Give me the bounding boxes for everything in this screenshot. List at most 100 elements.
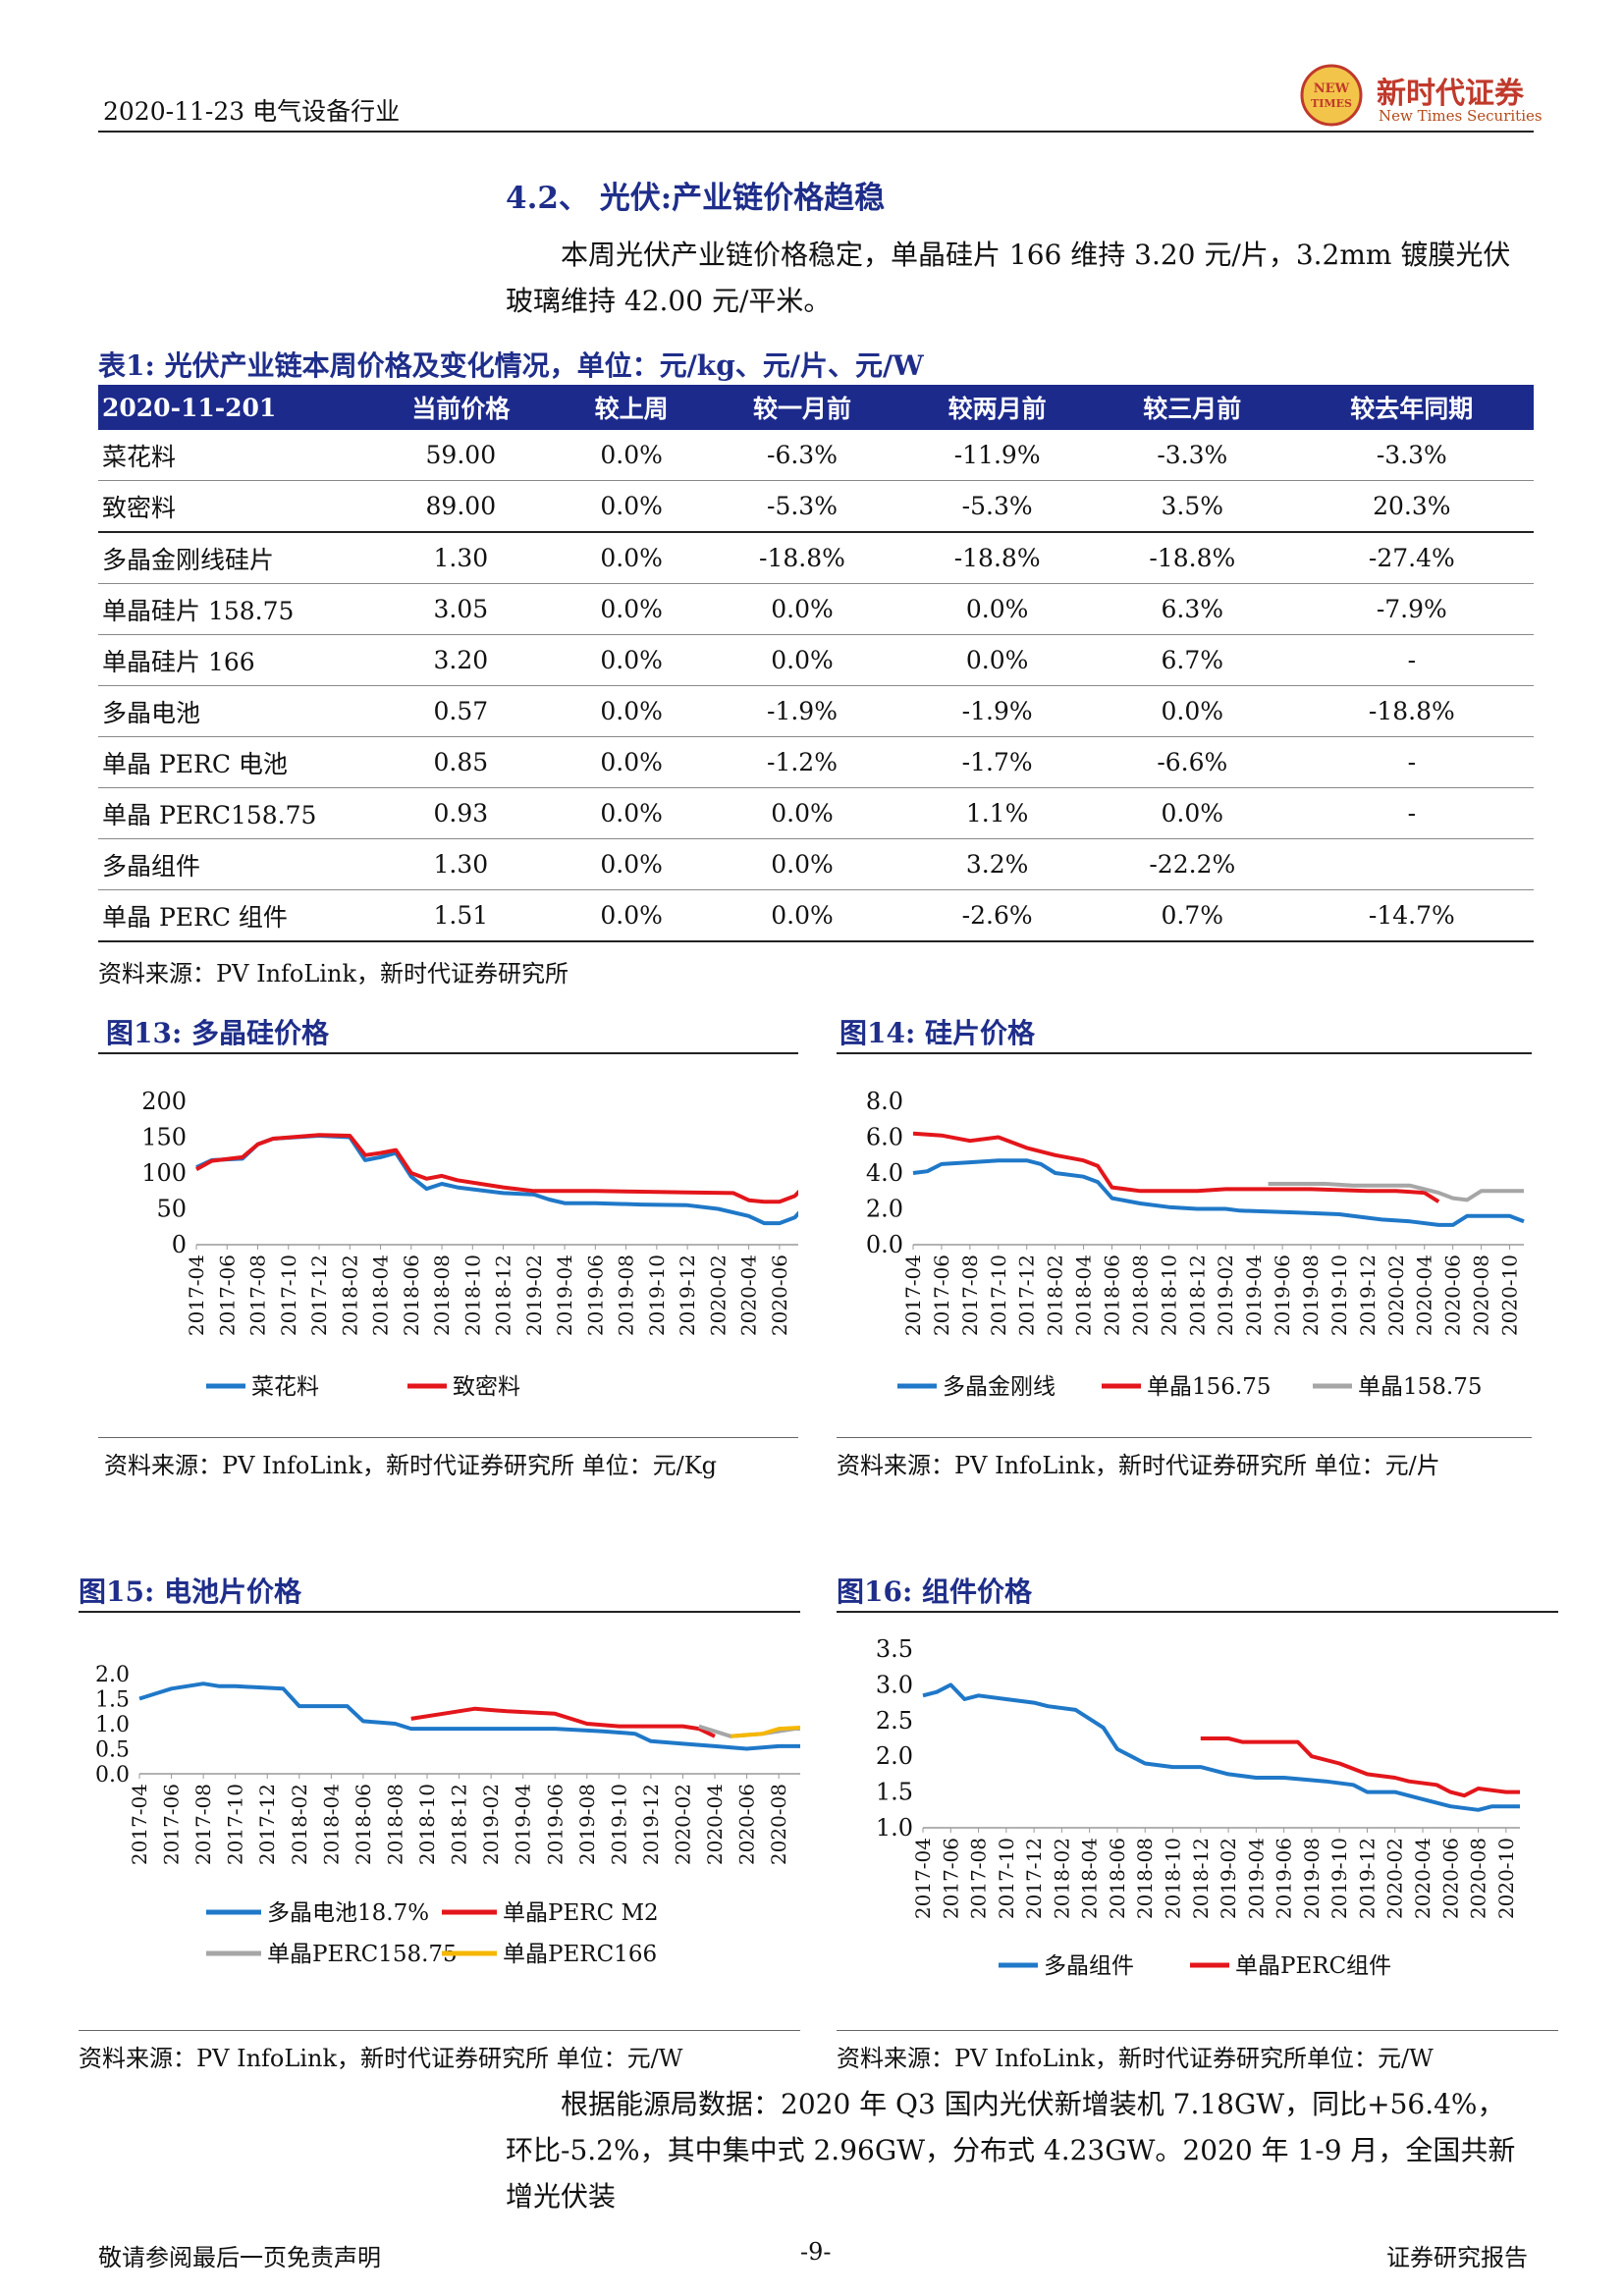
x-tick-label: 2020-08 (1470, 1255, 1493, 1336)
table-cell: 单晶 PERC 组件 (98, 889, 363, 942)
x-tick-label: 2020-02 (671, 1784, 694, 1865)
table-row: 多晶金刚线硅片 1.30 0.0% -18.8% -18.8% -18.8% -27.4% (98, 532, 1534, 584)
x-tick-label: 2018-02 (1044, 1255, 1067, 1336)
x-tick-label: 2019-08 (615, 1255, 638, 1336)
legend-label: 菜花料 (251, 1374, 319, 1400)
series-line (922, 1682, 1520, 1812)
x-tick-label: 2020-04 (1411, 1838, 1435, 1919)
x-tick-label: 2018-12 (1185, 1255, 1209, 1336)
table-cell: 0.0% (558, 532, 705, 584)
x-tick-label: 2017-04 (128, 1784, 151, 1865)
x-tick-label: 2020-10 (1494, 1838, 1518, 1919)
x-tick-label: 2018-10 (1157, 1255, 1180, 1336)
table-cell: 0.0% (558, 430, 705, 481)
figure14-source: 资料来源：PV InfoLink，新时代证券研究所 单位：元/片 (837, 1452, 1440, 1479)
x-tick-label: 2017-12 (1015, 1255, 1039, 1336)
figure15-title: 图15: 电池片价格 (79, 1575, 302, 1608)
table-source: 资料来源：PV InfoLink，新时代证券研究所 (98, 960, 568, 988)
table-cell: 0.7% (1094, 889, 1290, 942)
table-cell: 0.0% (558, 889, 705, 942)
x-tick-label: 2017-10 (277, 1255, 300, 1336)
table-header-cell: 较一月前 (704, 385, 900, 430)
x-tick-label: 2018-04 (1078, 1838, 1102, 1919)
table-cell: -1.9% (704, 685, 900, 737)
table-header-row: 2020-11-201 当前价格 较上周 较一月前 较两月前 较三月前 较去年同… (98, 385, 1534, 430)
table-cell: -27.4% (1289, 532, 1534, 584)
x-tick-label: 2019-10 (1327, 1838, 1351, 1919)
x-tick-label: 2018-08 (383, 1784, 406, 1865)
table-cell: -5.3% (704, 480, 900, 533)
table-cell: 单晶 PERC 电池 (98, 736, 363, 788)
table-row: 菜花料 59.00 0.0% -6.3% -11.9% -3.3% -3.3% (98, 430, 1534, 481)
table-cell: 1.51 (363, 889, 559, 942)
section-paragraph: 本周光伏产业链价格稳定，单晶硅片 166 维持 3.20 元/片，3.2mm 镀… (506, 239, 1511, 317)
legend-label: 单晶PERC组件 (1235, 1953, 1391, 1979)
table-cell: 1.1% (899, 787, 1095, 839)
figure13-legend: 菜花料 致密料 (206, 1374, 520, 1400)
table-cell: -18.8% (1094, 532, 1290, 584)
table-cell: 0.0% (558, 685, 705, 737)
y-tick-label: 1.5 (95, 1688, 130, 1713)
y-tick-label: 0 (172, 1231, 187, 1258)
x-tick-label: 2018-12 (1189, 1838, 1213, 1919)
x-tick-label: 2018-04 (1072, 1255, 1096, 1336)
x-tick-label: 2018-02 (288, 1784, 311, 1865)
figure14-top-rule (837, 1052, 1532, 1054)
table-row: 单晶 PERC 组件 1.51 0.0% 0.0% -2.6% 0.7% -14.7% (98, 889, 1534, 942)
y-tick-label: 1.0 (876, 1814, 913, 1842)
series-line (1268, 1182, 1524, 1202)
table-cell: 多晶组件 (98, 838, 363, 890)
table-cell: 3.5% (1094, 480, 1290, 533)
table-cell: 89.00 (363, 480, 559, 533)
table-cell: -14.7% (1289, 889, 1534, 942)
x-tick-label: 2018-08 (1128, 1255, 1152, 1336)
series-line (731, 1725, 800, 1738)
table-cell: 1.30 (363, 532, 559, 584)
x-tick-label: 2019-06 (583, 1255, 607, 1336)
x-tick-label: 2018-04 (319, 1784, 343, 1865)
x-tick-label: 2019-02 (1217, 1838, 1240, 1919)
x-tick-label: 2020-02 (1383, 1838, 1407, 1919)
table-cell: 0.0% (558, 787, 705, 839)
logo-en: New Times Securities (1379, 107, 1543, 125)
table-cell: 0.0% (899, 634, 1095, 686)
y-tick-label: 1.5 (876, 1779, 913, 1806)
x-tick-label: 2018-02 (338, 1255, 361, 1336)
table-title: 表1: 光伏产业链本周价格及变化情况，单位：元/kg、元/片、元/W (98, 349, 924, 382)
figure15-legend: 多晶电池18.7% 单晶PERC M2 单晶PERC158.75 单晶PERC166 (206, 1900, 659, 1967)
x-tick-label: 2017-12 (1022, 1838, 1046, 1919)
legend-label: 单晶156.75 (1147, 1374, 1271, 1400)
x-tick-label: 2019-12 (1356, 1255, 1380, 1336)
figure16-source: 资料来源：PV InfoLink，新时代证券研究所单位：元/W (837, 2045, 1434, 2072)
header-date-industry: 2020-11-23 电气设备行业 (103, 97, 401, 126)
table-cell: 1.30 (363, 838, 559, 890)
x-tick-label: 2017-06 (939, 1838, 962, 1919)
table-cell: 0.0% (1094, 685, 1290, 737)
x-tick-label: 2017-10 (987, 1255, 1010, 1336)
series-line (195, 1134, 798, 1226)
x-tick-label: 2019-10 (1327, 1255, 1351, 1336)
table-cell: -6.3% (704, 430, 900, 481)
figure14-bottom-rule (837, 1437, 1532, 1438)
table-cell: 0.0% (558, 480, 705, 533)
table-row: 单晶 PERC 电池 0.85 0.0% -1.2% -1.7% -6.6% - (98, 736, 1534, 788)
x-tick-label: 2018-06 (352, 1784, 375, 1865)
table-cell: -3.3% (1094, 430, 1290, 481)
x-tick-label: 2020-06 (1441, 1255, 1465, 1336)
table-cell: 0.0% (704, 838, 900, 890)
table-cell: -18.8% (1289, 685, 1534, 737)
x-tick-label: 2017-06 (215, 1255, 239, 1336)
x-tick-label: 2020-08 (767, 1784, 790, 1865)
table-cell: 菜花料 (98, 430, 363, 481)
y-tick-label: 50 (156, 1196, 187, 1223)
table-cell: 多晶电池 (98, 685, 363, 737)
table-cell: -3.3% (1289, 430, 1534, 481)
table-cell: - (1289, 787, 1534, 839)
x-tick-label: 2020-10 (1498, 1255, 1522, 1336)
x-tick-label: 2019-04 (1244, 1838, 1268, 1919)
y-tick-label: 100 (141, 1159, 187, 1187)
table-cell: 0.0% (1094, 787, 1290, 839)
table-cell: - (1289, 634, 1534, 686)
figure14-title: 图14: 硅片价格 (839, 1017, 1036, 1049)
table-header-cell: 当前价格 (363, 385, 559, 430)
